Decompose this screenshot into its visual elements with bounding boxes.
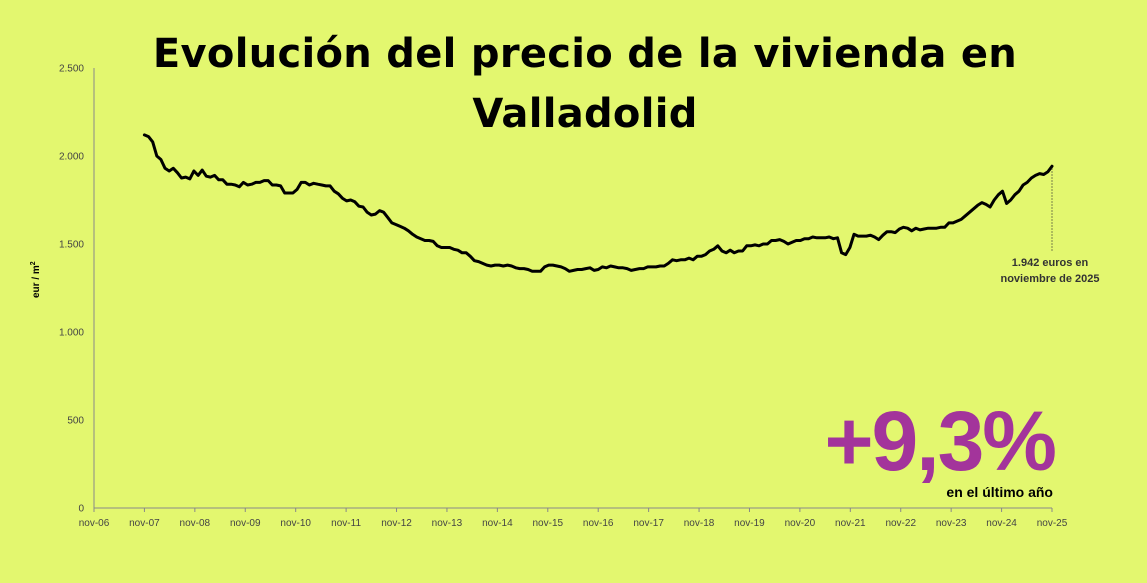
x-tick-label: nov-10 (280, 518, 311, 529)
y-axis: 0 500 1.000 1.500 2.000 2.500 eur / m2 (30, 64, 95, 515)
y-tick-label: 0 (78, 504, 84, 515)
annotation-line-2: noviembre de 2025 (1000, 273, 1099, 285)
x-tick-label: nov-12 (381, 518, 412, 529)
y-axis-label-superscript: 2 (30, 261, 37, 265)
chart-title: Evolución del precio de la vivienda en Va… (150, 24, 1020, 144)
y-tick-label: 500 (67, 416, 84, 427)
title-line-1: Evolución del precio de la vivienda en (152, 31, 1018, 77)
y-tick-label: 1.500 (59, 240, 84, 251)
price-line (142, 133, 1054, 273)
x-tick-label: nov-20 (785, 518, 816, 529)
y-axis-label: eur / m2 (30, 261, 42, 298)
x-tick-label: nov-14 (482, 518, 513, 529)
y-axis-label-text: eur / m (31, 265, 42, 298)
x-tick-label: nov-25 (1037, 518, 1068, 529)
x-tick-label: nov-11 (331, 518, 361, 529)
x-tick-label: nov-18 (684, 518, 715, 529)
x-tick-label: nov-08 (180, 518, 211, 529)
x-tick-label: nov-24 (986, 518, 1017, 529)
x-axis: nov-06 nov-07 nov-08 nov-09 nov-10 nov-11 nov-… (79, 507, 1068, 529)
x-tick-label: nov-22 (885, 518, 916, 529)
y-tick-label: 2.000 (59, 152, 84, 163)
x-tick-label: nov-07 (129, 518, 160, 529)
y-tick-label: 1.000 (59, 328, 84, 339)
title-line-2: Valladolid (472, 91, 698, 137)
x-tick-label: nov-13 (432, 518, 463, 529)
annotation-line-1: 1.942 euros en (1012, 257, 1089, 269)
x-tick-label: nov-06 (79, 518, 110, 529)
x-tick-label: nov-23 (936, 518, 967, 529)
x-tick-labels: nov-06 nov-07 nov-08 nov-09 nov-10 nov-11 nov-… (79, 508, 1068, 529)
yearly-change-value: +9,3% (824, 394, 1057, 488)
x-tick-label: nov-09 (230, 518, 261, 529)
x-tick-label: nov-21 (835, 518, 866, 529)
y-tick-labels: 0 500 1.000 1.500 2.000 2.500 (59, 64, 84, 515)
y-tick-label: 2.500 (59, 64, 84, 75)
x-tick-label: nov-16 (583, 518, 614, 529)
x-tick-label: nov-17 (633, 518, 664, 529)
yearly-change-caption: en el último año (946, 484, 1053, 500)
x-tick-label: nov-19 (734, 518, 765, 529)
x-tick-label: nov-15 (533, 518, 564, 529)
